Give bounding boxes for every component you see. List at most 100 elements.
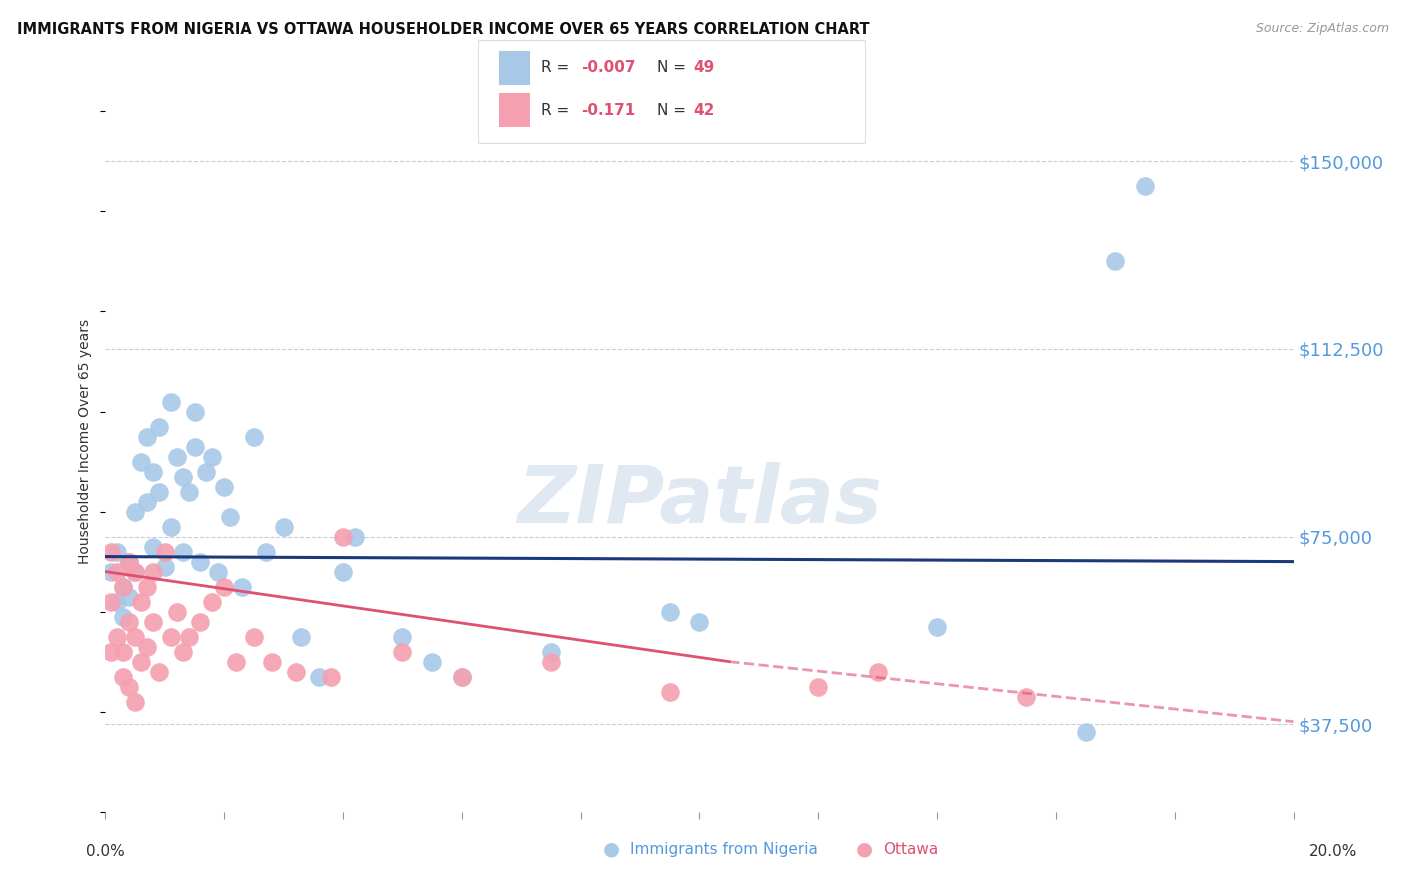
Point xyxy=(105,544,128,558)
Point xyxy=(172,544,194,558)
Point xyxy=(219,509,242,524)
Point xyxy=(201,594,224,608)
Point xyxy=(118,555,141,569)
Point xyxy=(243,630,266,644)
Point xyxy=(136,429,159,443)
Point xyxy=(332,565,354,579)
Point xyxy=(391,630,413,644)
Text: Source: ZipAtlas.com: Source: ZipAtlas.com xyxy=(1256,22,1389,36)
Point xyxy=(195,465,218,479)
Point xyxy=(159,394,181,409)
Point xyxy=(927,619,949,633)
Point xyxy=(124,630,146,644)
Point xyxy=(159,519,181,533)
Point xyxy=(231,580,253,594)
Point xyxy=(129,655,152,669)
Point xyxy=(112,609,135,624)
Point xyxy=(100,645,122,659)
Y-axis label: Householder Income Over 65 years: Householder Income Over 65 years xyxy=(79,319,93,564)
Point xyxy=(214,479,236,493)
Point xyxy=(1104,254,1126,268)
Point xyxy=(391,645,413,659)
Text: Immigrants from Nigeria: Immigrants from Nigeria xyxy=(630,842,818,856)
Point xyxy=(142,540,165,554)
Point xyxy=(807,680,830,694)
Point xyxy=(177,630,200,644)
Point xyxy=(129,594,152,608)
Point xyxy=(148,419,170,434)
Text: R =: R = xyxy=(541,61,575,76)
Text: -0.007: -0.007 xyxy=(581,61,636,76)
Point xyxy=(136,640,159,654)
Point xyxy=(183,404,205,418)
Point xyxy=(100,594,122,608)
Text: 20.0%: 20.0% xyxy=(1309,845,1357,859)
Point xyxy=(689,615,711,629)
Point xyxy=(201,450,224,464)
Point xyxy=(148,484,170,499)
Point xyxy=(225,655,247,669)
Point xyxy=(243,429,266,443)
Point xyxy=(159,630,181,644)
Point xyxy=(343,530,366,544)
Point xyxy=(172,469,194,483)
Point xyxy=(136,494,159,508)
Point xyxy=(290,630,312,644)
Point xyxy=(105,630,128,644)
Point xyxy=(308,670,330,684)
Point xyxy=(254,544,277,558)
Point xyxy=(332,530,354,544)
Point xyxy=(112,645,135,659)
Text: Ottawa: Ottawa xyxy=(883,842,938,856)
Point xyxy=(112,670,135,684)
Point xyxy=(124,565,146,579)
Text: 42: 42 xyxy=(693,103,714,118)
Point xyxy=(118,680,141,694)
Point xyxy=(100,565,122,579)
Text: N =: N = xyxy=(657,61,690,76)
Point xyxy=(124,695,146,709)
Point xyxy=(207,565,229,579)
Point xyxy=(148,665,170,679)
Point xyxy=(260,655,283,669)
Point xyxy=(124,565,146,579)
Point xyxy=(166,450,188,464)
Text: 49: 49 xyxy=(693,61,714,76)
Point xyxy=(112,580,135,594)
Text: ●: ● xyxy=(603,839,620,859)
Point xyxy=(658,684,681,698)
Point xyxy=(124,505,146,519)
Point xyxy=(214,580,236,594)
Point xyxy=(142,465,165,479)
Point xyxy=(118,615,141,629)
Text: R =: R = xyxy=(541,103,579,118)
Point xyxy=(118,555,141,569)
Point xyxy=(129,454,152,468)
Point xyxy=(142,565,165,579)
Point xyxy=(1074,724,1097,739)
Text: IMMIGRANTS FROM NIGERIA VS OTTAWA HOUSEHOLDER INCOME OVER 65 YEARS CORRELATION C: IMMIGRANTS FROM NIGERIA VS OTTAWA HOUSEH… xyxy=(17,22,869,37)
Point xyxy=(100,544,122,558)
Point xyxy=(177,484,200,499)
Point xyxy=(273,519,295,533)
Text: 0.0%: 0.0% xyxy=(86,845,125,859)
Point xyxy=(1015,690,1038,704)
Point xyxy=(153,544,176,558)
Point xyxy=(190,615,212,629)
Point xyxy=(540,655,562,669)
Text: N =: N = xyxy=(657,103,690,118)
Point xyxy=(166,605,188,619)
Point xyxy=(153,559,176,574)
Point xyxy=(450,670,472,684)
Point xyxy=(118,590,141,604)
Point xyxy=(112,580,135,594)
Text: ZIPatlas: ZIPatlas xyxy=(517,462,882,540)
Point xyxy=(866,665,889,679)
Point xyxy=(172,645,194,659)
Point xyxy=(105,594,128,608)
Point xyxy=(136,580,159,594)
Point xyxy=(658,605,681,619)
Point xyxy=(450,670,472,684)
Point xyxy=(105,565,128,579)
Point xyxy=(142,615,165,629)
